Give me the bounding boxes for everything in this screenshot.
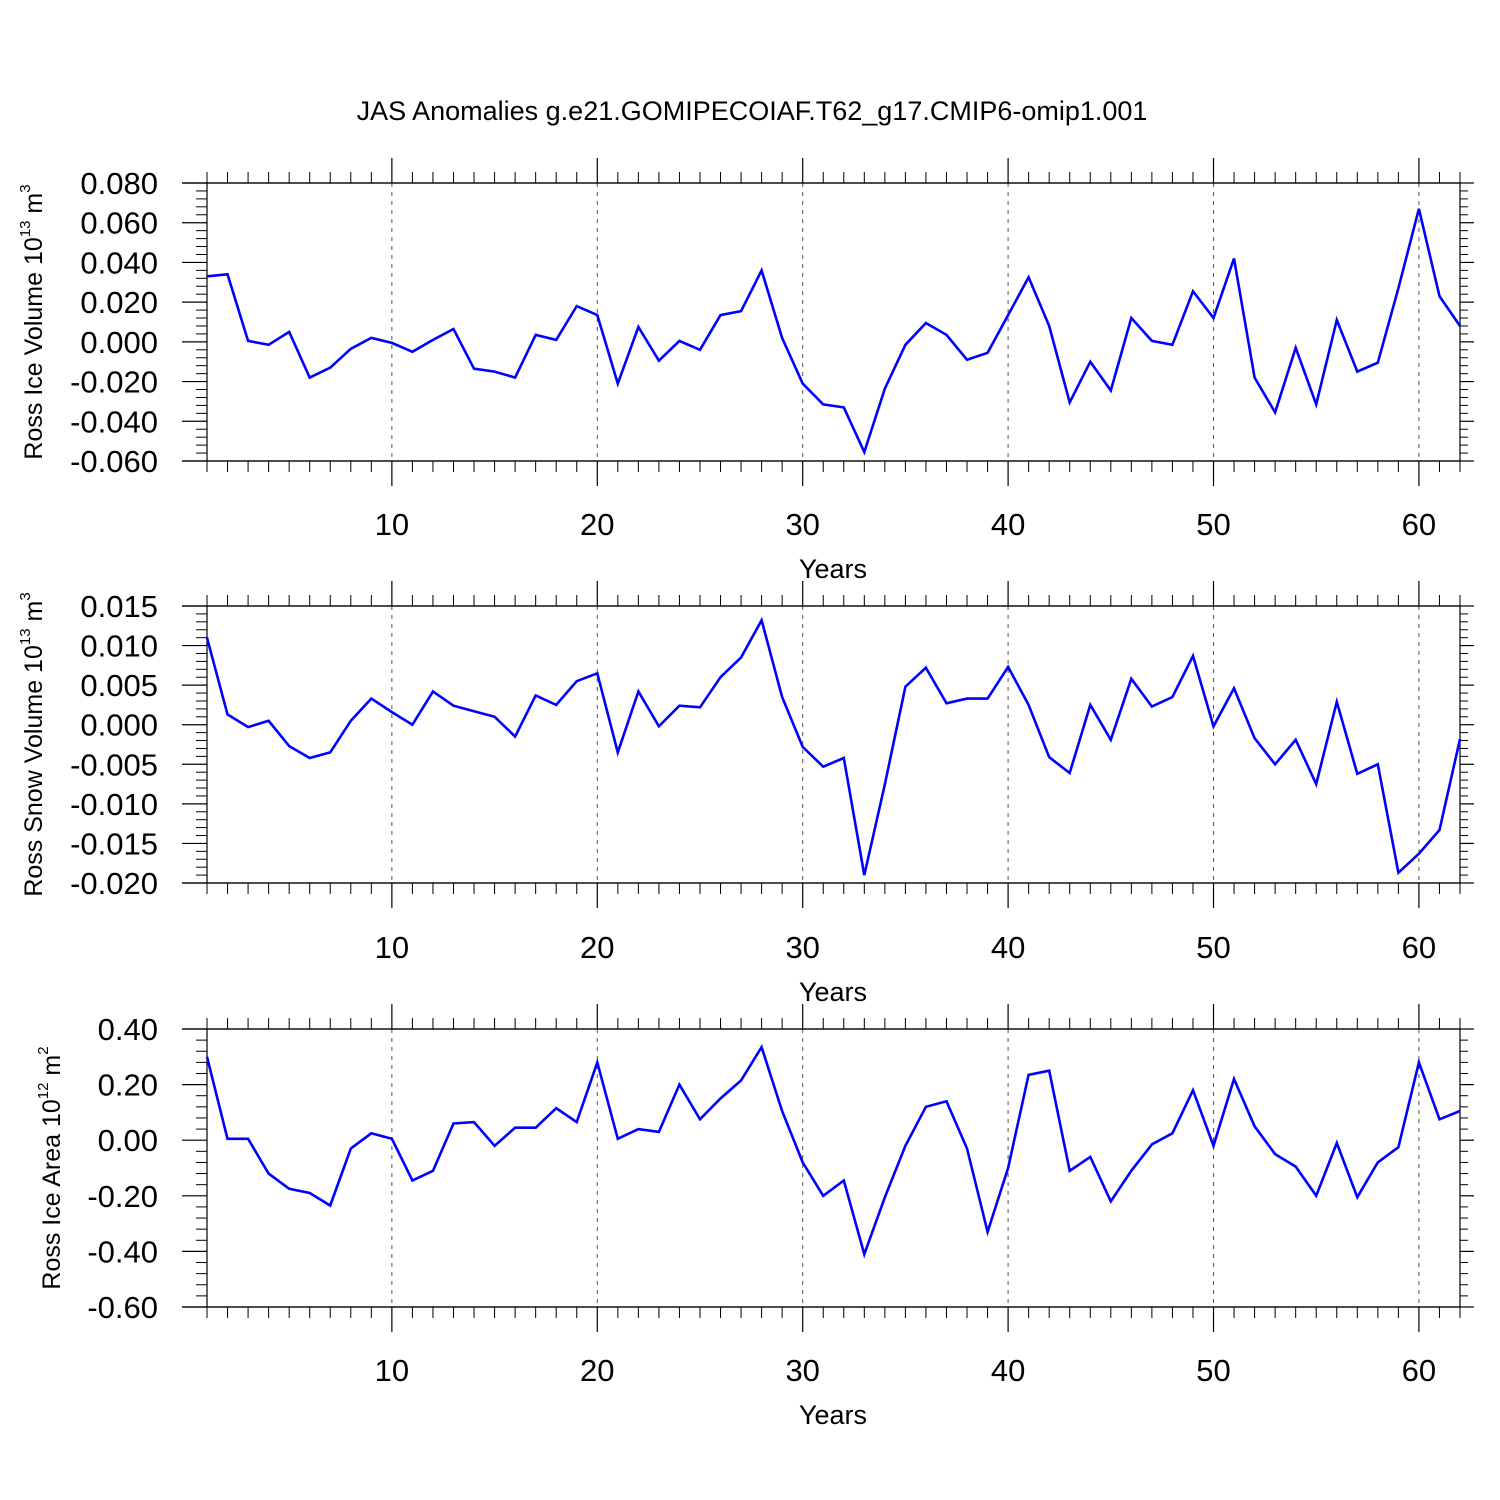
x-tick-label: 30	[785, 1353, 819, 1388]
plot-frame	[206, 1028, 1461, 1308]
y-tick-label: 0.000	[80, 708, 158, 743]
x-tick-label: 10	[375, 507, 409, 542]
panel-3: 10 20 30 40 50 60 Years -0.60 -0.40 -0.20 0.00 0.20…	[35, 1004, 1474, 1430]
series-line	[206, 208, 1462, 456]
y-tick-label: 0.005	[80, 668, 158, 703]
y-axis-label-exponent: 13	[17, 221, 34, 238]
y-tick-label: 0.000	[80, 325, 158, 360]
y-axis-label-unit-exponent: 2	[35, 1046, 52, 1054]
x-tick-label: 20	[580, 1353, 614, 1388]
x-tick-label: 30	[785, 930, 819, 965]
y-tick-label: 0.080	[80, 166, 158, 201]
x-axis-label: Years	[799, 554, 867, 584]
x-tick-label: 10	[375, 1353, 409, 1388]
y-axis-label: Ross Snow Volume 1013 m3	[17, 592, 48, 896]
figure-title: JAS Anomalies g.e21.GOMIPECOIAF.T62_g17.…	[357, 96, 1148, 126]
y-axis-label-unit: m	[20, 601, 48, 629]
y-tick-label: -0.020	[70, 866, 158, 901]
y-axis-label-exponent: 13	[17, 628, 34, 645]
y-tick-label: 0.060	[80, 206, 158, 241]
y-tick-label: -0.40	[87, 1234, 158, 1269]
plot-frame	[206, 605, 1461, 884]
y-axis-label-prefix: Ross Snow Volume 10	[20, 645, 48, 897]
x-tick-label: 20	[580, 507, 614, 542]
y-axis-label: Ross Ice Volume 1013 m3	[17, 184, 48, 459]
x-tick-label: 40	[991, 930, 1025, 965]
x-tick-label: 50	[1196, 507, 1230, 542]
y-tick-label: 0.010	[80, 629, 158, 664]
y-axis-label-exponent: 12	[35, 1083, 52, 1100]
x-tick-label: 60	[1402, 507, 1436, 542]
y-tick-label: 0.015	[80, 589, 158, 624]
y-tick-label: -0.020	[70, 365, 158, 400]
y-tick-label: -0.010	[70, 787, 158, 822]
x-tick-label: 20	[580, 930, 614, 965]
series-line	[205, 1044, 1461, 1259]
panel-2: 10 20 30 40 50 60 Years -0.020 -0.015 -0.010 -0.00…	[17, 581, 1474, 1007]
y-tick-label: 0.00	[98, 1123, 158, 1158]
panels: 10 20 30 40 50 60Years-0.060-0.040-0.0200.000…	[17, 158, 1474, 1430]
x-axis-label: Years	[799, 977, 867, 1007]
plot-frame	[206, 182, 1461, 462]
x-tick-label: 60	[1402, 1353, 1436, 1388]
x-tick-label: 40	[991, 1353, 1025, 1388]
x-tick-label: 50	[1196, 930, 1230, 965]
y-tick-label: -0.060	[70, 444, 158, 479]
y-tick-label: 0.020	[80, 285, 158, 320]
y-axis-label: Ross Ice Area 1012 m2	[35, 1046, 66, 1289]
y-tick-label: 0.20	[98, 1068, 158, 1103]
y-axis-label-unit-exponent: 3	[17, 184, 34, 192]
y-axis-label-prefix: Ross Ice Volume 10	[20, 237, 48, 459]
y-tick-label: -0.005	[70, 747, 158, 782]
y-tick-label: -0.040	[70, 404, 158, 439]
x-tick-label: 10	[375, 930, 409, 965]
y-axis-label-unit: m	[20, 193, 48, 221]
x-tick-label: 60	[1402, 930, 1436, 965]
x-tick-label: 40	[991, 507, 1025, 542]
x-axis-label: Years	[799, 1400, 867, 1430]
y-axis-label-unit-exponent: 3	[17, 592, 34, 600]
y-axis-label-prefix: Ross Ice Area 10	[38, 1099, 66, 1289]
y-tick-label: -0.60	[87, 1290, 158, 1325]
y-tick-label: 0.40	[98, 1012, 158, 1047]
x-tick-label: 50	[1196, 1353, 1230, 1388]
y-tick-label: 0.040	[80, 245, 158, 280]
y-tick-label: -0.015	[70, 826, 158, 861]
x-tick-label: 30	[785, 507, 819, 542]
series-line	[205, 616, 1462, 876]
y-tick-label: -0.20	[87, 1179, 158, 1214]
panel-1: 10 20 30 40 50 60 Years -0.060 -0.040 -0.020 0.000…	[17, 158, 1474, 584]
y-axis-label-unit: m	[38, 1055, 66, 1083]
